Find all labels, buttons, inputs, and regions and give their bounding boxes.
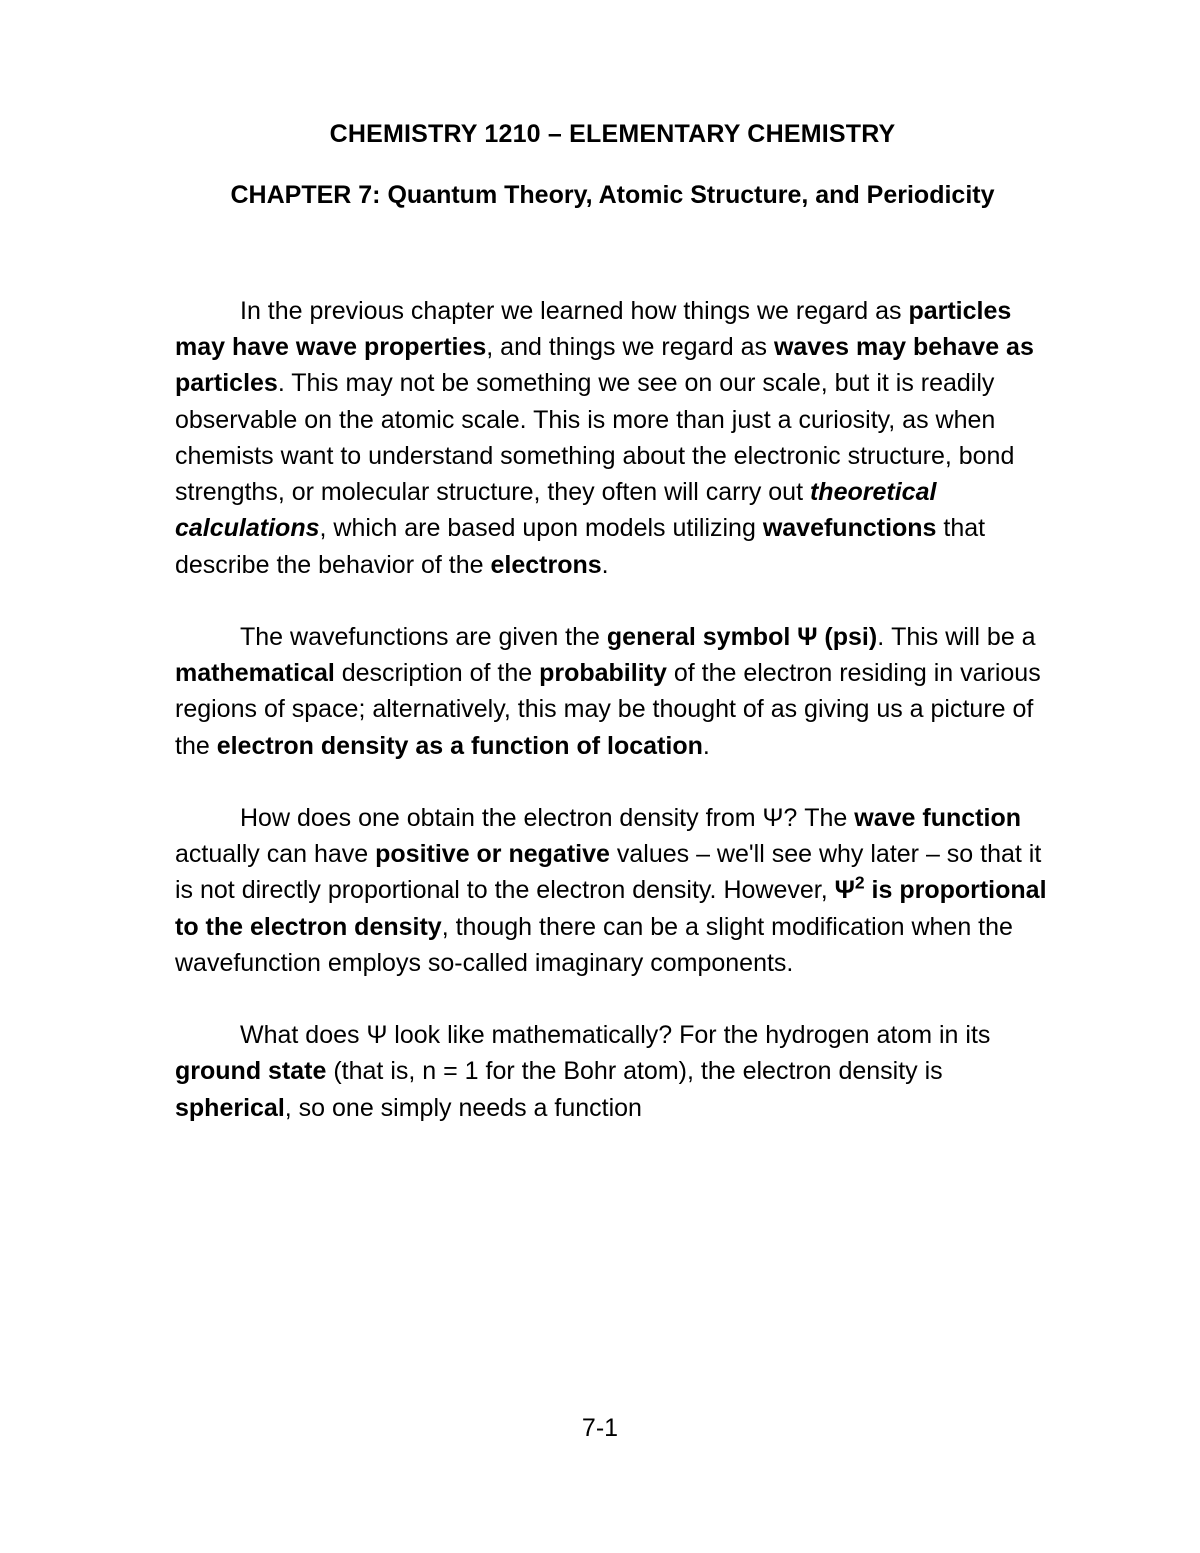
paragraph-1: In the previous chapter we learned how t… — [175, 293, 1050, 583]
document-page: CHEMISTRY 1210 – ELEMENTARY CHEMISTRY CH… — [0, 0, 1200, 1126]
page-number: 7-1 — [0, 1414, 1200, 1443]
paragraph-4: What does Ψ look like mathematically? Fo… — [175, 1017, 1050, 1126]
paragraph-2: The wavefunctions are given the general … — [175, 619, 1050, 764]
course-title: CHEMISTRY 1210 – ELEMENTARY CHEMISTRY — [175, 120, 1050, 149]
paragraph-3: How does one obtain the electron density… — [175, 800, 1050, 981]
chapter-title: CHAPTER 7: Quantum Theory, Atomic Struct… — [175, 179, 1050, 213]
